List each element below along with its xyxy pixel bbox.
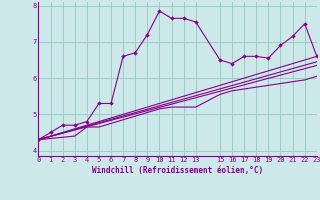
X-axis label: Windchill (Refroidissement éolien,°C): Windchill (Refroidissement éolien,°C) <box>92 166 263 175</box>
